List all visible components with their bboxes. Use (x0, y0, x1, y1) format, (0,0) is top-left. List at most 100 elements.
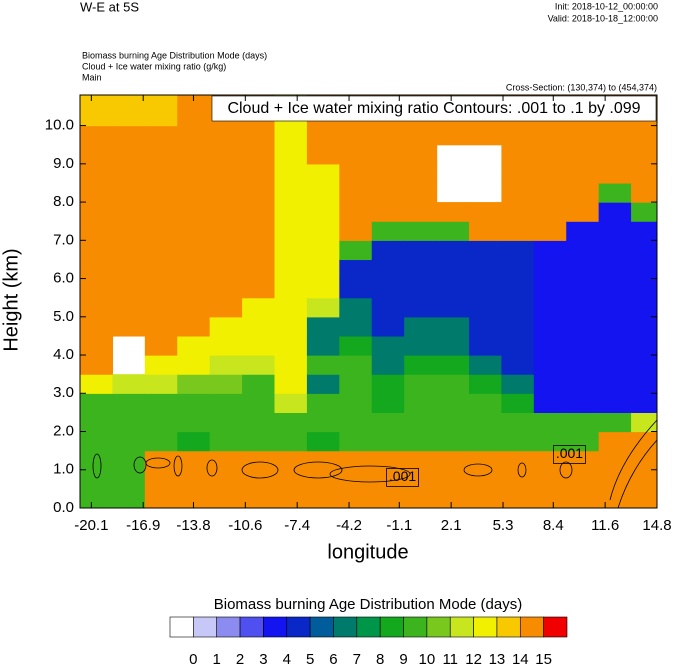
x-axis-title: longitude (327, 541, 408, 563)
field-cell (598, 335, 632, 356)
colorbar-box (286, 616, 311, 638)
field-cell (566, 335, 600, 356)
field-cell (306, 144, 340, 165)
field-cell (339, 393, 373, 413)
colorbar-label: 11 (442, 651, 458, 667)
field-cell (468, 240, 503, 261)
field-cell (177, 202, 211, 222)
field-cell (209, 125, 243, 146)
field-cell (468, 469, 503, 490)
field-cell (112, 182, 146, 203)
field-cell (80, 431, 114, 452)
field-cell (80, 202, 114, 222)
colorbar-label: 8 (376, 651, 384, 667)
x-tick-label: -7.4 (284, 517, 310, 534)
field-cell (306, 335, 340, 356)
colorbar-box (239, 616, 264, 638)
field-cell (631, 278, 657, 299)
field-cell (306, 431, 340, 452)
field-cell (598, 144, 632, 165)
field-cell (631, 182, 657, 203)
field-cell (501, 316, 535, 337)
field-cell (404, 259, 438, 280)
field-cell (533, 393, 567, 413)
field-cell (112, 374, 146, 394)
field-cell (306, 182, 340, 203)
field-cell (242, 221, 276, 241)
field-cell (566, 431, 600, 452)
field-cell (598, 393, 632, 413)
field-cell (274, 182, 308, 203)
field-cell (436, 355, 470, 375)
field-cell (468, 335, 503, 356)
field-cell (533, 202, 567, 222)
colorbar-box (496, 616, 521, 638)
field-cell (598, 278, 632, 299)
colorbar-label: 7 (353, 651, 361, 667)
field-cell (371, 335, 405, 356)
field-cell (274, 144, 308, 165)
y-tick-label: 10.0 (45, 117, 74, 134)
field-cell (274, 488, 308, 508)
field-cell (436, 221, 470, 241)
field-cell (566, 221, 600, 241)
colorbar-label: 9 (399, 651, 407, 667)
field-cell (436, 412, 470, 433)
colorbar-label: 3 (259, 651, 267, 667)
field-cell (209, 431, 243, 452)
field-cell (598, 259, 632, 280)
field-cell (566, 469, 600, 490)
field-cell (566, 278, 600, 299)
field-cell (501, 259, 535, 280)
field-cell (177, 125, 211, 146)
field-cell (177, 335, 211, 356)
field-cell (501, 412, 535, 433)
field-cell (533, 469, 567, 490)
y-tick-label: 0.0 (53, 499, 74, 516)
field-cell (468, 374, 503, 394)
field-cell (533, 355, 567, 375)
field-cell (404, 374, 438, 394)
field-cell (404, 469, 438, 490)
field-cell (144, 393, 178, 413)
colorbar-box (473, 616, 498, 638)
field-cell (598, 355, 632, 375)
field-cell (242, 297, 276, 318)
field-cell (598, 202, 632, 222)
field-cell (631, 355, 657, 375)
x-tick-label: 2.1 (441, 517, 462, 534)
colorbar-box (333, 616, 358, 638)
field-cell (112, 488, 146, 508)
field-cell (598, 163, 632, 184)
field-cell (501, 297, 535, 318)
field-cell (501, 278, 535, 299)
field-cell (177, 182, 211, 203)
field-cell (144, 412, 178, 433)
x-tick-label: -20.1 (74, 517, 108, 534)
colorbar-label: 13 (489, 651, 506, 667)
field-cell (566, 297, 600, 318)
field-cell (533, 259, 567, 280)
field-cell (112, 316, 146, 337)
field-cell (371, 240, 405, 261)
field-cell (177, 450, 211, 471)
field-cell (339, 221, 373, 241)
field-cell (274, 278, 308, 299)
field-cell (80, 240, 114, 261)
field-cell (209, 393, 243, 413)
field-cell (242, 182, 276, 203)
field-cell (468, 202, 503, 222)
field-cell (631, 393, 657, 413)
field-cell (371, 355, 405, 375)
field-cell (274, 393, 308, 413)
title-box (211, 95, 657, 122)
field-cell (566, 125, 600, 146)
field-cell (631, 125, 657, 146)
field-cell (242, 278, 276, 299)
field-cell (274, 374, 308, 394)
field-cell (306, 278, 340, 299)
field-cell (112, 450, 146, 471)
field-cell (404, 125, 438, 146)
field-cell (80, 469, 114, 490)
field-cell (404, 297, 438, 318)
